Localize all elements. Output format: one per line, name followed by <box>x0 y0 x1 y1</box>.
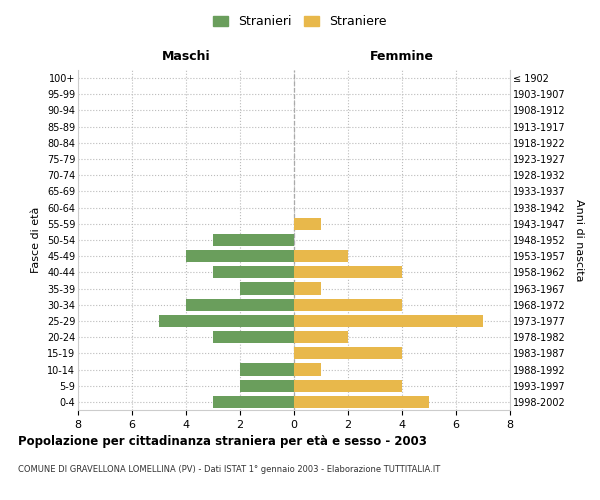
Bar <box>294 298 402 311</box>
Bar <box>213 266 294 278</box>
Legend: Stranieri, Straniere: Stranieri, Straniere <box>209 11 391 32</box>
Bar <box>294 380 402 392</box>
Bar <box>213 396 294 408</box>
Bar <box>294 266 402 278</box>
Bar <box>240 380 294 392</box>
Bar <box>240 282 294 294</box>
Bar <box>294 315 483 327</box>
Y-axis label: Fasce di età: Fasce di età <box>31 207 41 273</box>
Bar <box>294 218 321 230</box>
Y-axis label: Anni di nascita: Anni di nascita <box>574 198 584 281</box>
Text: COMUNE DI GRAVELLONA LOMELLINA (PV) - Dati ISTAT 1° gennaio 2003 - Elaborazione : COMUNE DI GRAVELLONA LOMELLINA (PV) - Da… <box>18 465 440 474</box>
Bar <box>213 331 294 343</box>
Text: Femmine: Femmine <box>370 50 434 63</box>
Bar <box>294 250 348 262</box>
Text: Popolazione per cittadinanza straniera per età e sesso - 2003: Popolazione per cittadinanza straniera p… <box>18 435 427 448</box>
Bar <box>159 315 294 327</box>
Bar <box>294 364 321 376</box>
Bar <box>186 250 294 262</box>
Bar <box>240 364 294 376</box>
Bar <box>294 331 348 343</box>
Bar <box>186 298 294 311</box>
Bar <box>294 396 429 408</box>
Text: Maschi: Maschi <box>161 50 211 63</box>
Bar <box>213 234 294 246</box>
Bar <box>294 282 321 294</box>
Bar <box>294 348 402 360</box>
